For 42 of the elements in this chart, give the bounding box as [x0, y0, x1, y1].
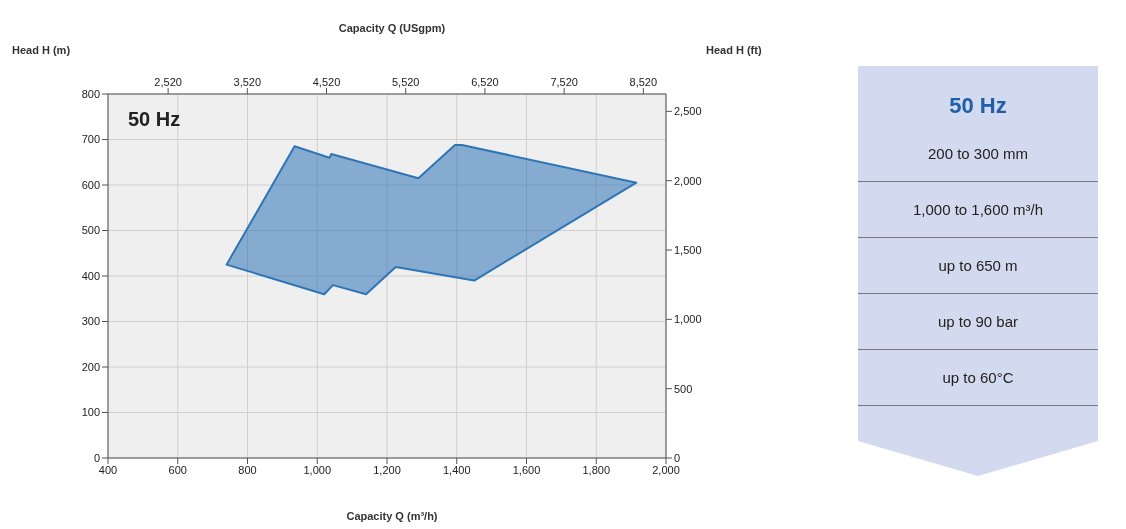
- y-axis-title: Head H (m): [12, 44, 71, 56]
- y-tick-label: 100: [81, 406, 100, 419]
- y-tick-label: 800: [81, 87, 100, 100]
- x-tick-label: 600: [168, 463, 187, 476]
- y2-axis-title: Head H (ft): [706, 44, 762, 56]
- x-axis-title: Capacity Q (m³/h): [346, 510, 438, 522]
- y2-tick-label: 2,000: [674, 174, 702, 187]
- text: up to 650 m: [938, 257, 1018, 274]
- x2-tick-label: 7,520: [550, 76, 578, 88]
- x2-tick-label: 6,520: [471, 76, 499, 88]
- text: 50 Hz: [949, 93, 1007, 119]
- text: 200 to 300 mm: [927, 145, 1029, 162]
- y2-tick-label: 0: [674, 451, 681, 464]
- x2-tick-label: 2,520: [154, 76, 182, 88]
- y-tick-label: 300: [81, 315, 100, 328]
- x-tick-label: 2,000: [652, 463, 680, 476]
- x2-tick-label: 3,520: [233, 76, 262, 88]
- x-tick-label: 800: [238, 463, 257, 476]
- y2-tick-label: 2,500: [674, 105, 702, 118]
- y-tick-label: 0: [93, 451, 100, 464]
- y-tick-label: 500: [81, 224, 100, 237]
- annotation: 50 Hz: [128, 108, 181, 130]
- y-tick-label: 200: [81, 360, 100, 373]
- text: up to 90 bar: [937, 313, 1019, 330]
- y2-tick-label: 1,500: [674, 243, 702, 256]
- x2-tick-label: 5,520: [391, 76, 420, 88]
- x-tick-label: 400: [98, 463, 118, 476]
- x2-tick-label: 8,520: [629, 76, 658, 88]
- y-tick-label: 400: [81, 269, 100, 282]
- x-tick-label: 1,600: [512, 463, 541, 476]
- x-tick-label: 1,400: [442, 463, 471, 476]
- text: 1,000 to 1,600 m³/h: [912, 201, 1044, 218]
- y2-tick-label: 1,000: [674, 313, 702, 326]
- x-tick-label: 1,800: [582, 463, 611, 476]
- y2-tick-label: 500: [674, 382, 693, 395]
- x2-tick-label: 4,520: [312, 76, 341, 88]
- x2-axis-title: Capacity Q (USgpm): [338, 22, 446, 34]
- x-tick-label: 1,000: [303, 463, 332, 476]
- text: up to 60°C: [942, 369, 1014, 386]
- x-tick-label: 1,200: [373, 463, 401, 476]
- y-tick-label: 600: [81, 178, 100, 191]
- y-tick-label: 700: [81, 133, 100, 146]
